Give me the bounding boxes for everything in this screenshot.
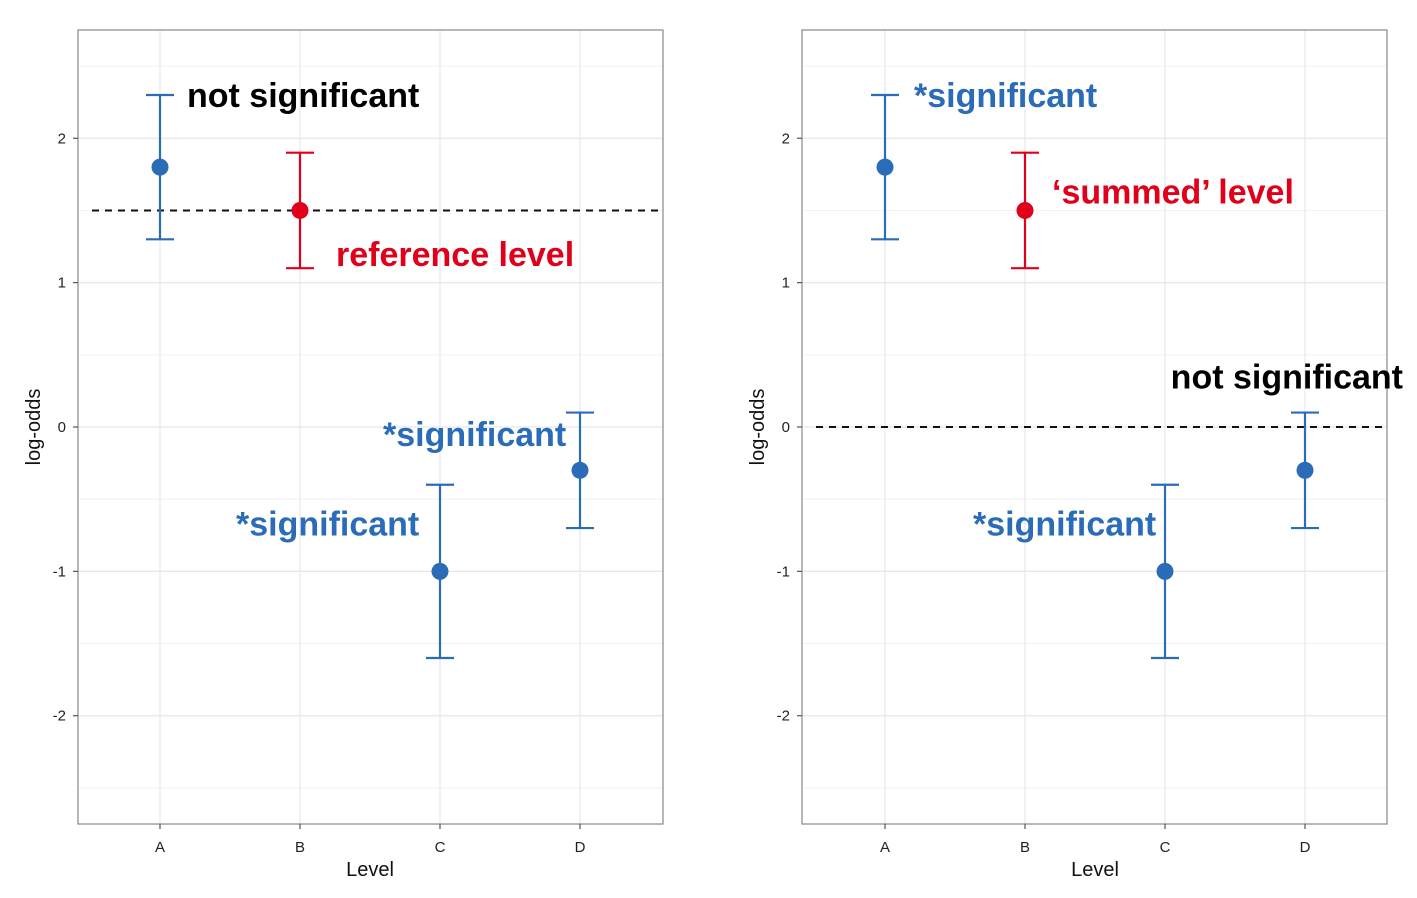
annotation-label: *significant: [236, 506, 419, 544]
data-point: [151, 158, 169, 176]
y-tick-label: -2: [777, 708, 790, 725]
data-point: [291, 201, 309, 219]
data-point: [876, 158, 894, 176]
x-tick-label: D: [575, 839, 586, 856]
y-tick-label: -1: [777, 563, 790, 580]
y-tick-label: 1: [58, 275, 66, 292]
y-tick-label: 0: [58, 419, 66, 436]
y-tick-label: -2: [53, 708, 66, 725]
annotation-label: not significant: [1171, 358, 1403, 396]
y-tick-label: 2: [58, 130, 66, 147]
annotation-label: *significant: [973, 506, 1156, 544]
x-tick-label: C: [1160, 839, 1171, 856]
annotation-label: ‘summed’ level: [1052, 174, 1294, 212]
y-axis-title: log-odds: [23, 389, 45, 466]
annotation-label: *significant: [383, 416, 566, 454]
y-axis-title: log-odds: [747, 389, 769, 466]
data-point: [1156, 562, 1174, 580]
data-point: [571, 461, 589, 479]
annotation-label: reference level: [336, 236, 574, 274]
annotation-label: not significant: [187, 77, 419, 115]
right-panel: -2 -1 0 1 2 A B C D Level log-odds *significant ‘sum…: [747, 29, 1403, 881]
data-point: [1296, 461, 1314, 479]
y-tick-label: 1: [782, 275, 790, 292]
data-point: [1016, 201, 1034, 219]
annotation-label: *significant: [914, 77, 1097, 115]
x-tick-label: C: [435, 839, 446, 856]
x-axis-title: Level: [346, 859, 394, 881]
x-tick-label: B: [295, 839, 305, 856]
x-tick-label: A: [880, 839, 890, 856]
left-panel: -2 -1 0 1 2 A B C D Level log-odds not significant r…: [23, 29, 664, 881]
x-axis-title: Level: [1071, 859, 1119, 881]
y-tick-label: 2: [782, 130, 790, 147]
y-tick-label: 0: [782, 419, 790, 436]
x-tick-label: D: [1300, 839, 1311, 856]
x-tick-label: B: [1020, 839, 1030, 856]
x-tick-label: A: [155, 839, 165, 856]
data-point: [431, 562, 449, 580]
y-tick-label: -1: [53, 563, 66, 580]
